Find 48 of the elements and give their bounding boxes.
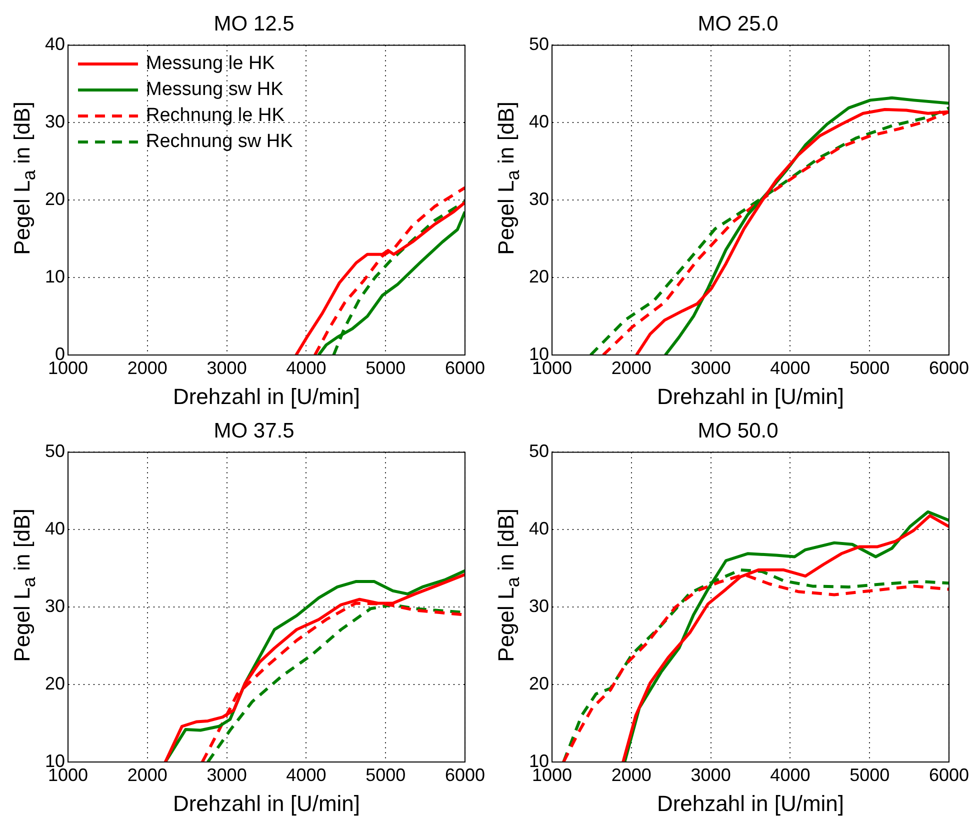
y-tick-label: 50 [44,441,66,462]
legend-label: Messung le HK [146,53,275,76]
chart-title: MO 37.5 [214,419,294,442]
y-tick-label: 50 [528,441,550,462]
x-tick-label: 2000 [611,358,652,378]
x-tick-label: 2000 [127,764,168,785]
x-tick-label: 2000 [127,358,168,378]
x-tick-label: 5000 [366,358,406,378]
x-tick-label: 3000 [206,764,247,785]
y-tick-label: 40 [528,112,550,132]
x-tick-label: 5000 [850,358,890,378]
x-tick-label: 6000 [928,764,969,785]
legend-label: Rechnung le HK [146,105,284,128]
x-tick-label: 6000 [444,358,485,378]
x-axis-title: Drehzahl in [U/min] [172,790,360,816]
x-tick-label: 4000 [286,764,326,785]
x-tick-label: 4000 [770,764,810,785]
y-tick-label: 40 [528,518,550,539]
x-tick-label: 5000 [366,764,406,785]
chart-title: MO 12.5 [214,12,294,36]
x-tick-label: 3000 [206,358,247,378]
y-tick-label: 40 [44,34,66,54]
y-tick-label: 30 [44,596,66,616]
x-tick-label: 4000 [286,358,326,378]
x-axis-title: Drehzahl in [U/min] [656,384,844,409]
x-tick-label: 4000 [770,358,810,378]
y-tick-label: 30 [528,596,550,616]
y-tick-label: 30 [44,112,66,132]
x-tick-label: 6000 [928,358,969,378]
legend-label: Rechnung sw HK [146,131,293,154]
x-tick-label: 3000 [690,764,731,785]
chart-title: MO 25.0 [698,12,778,36]
y-tick-label: 50 [528,34,550,54]
x-axis-title: Drehzahl in [U/min] [172,384,360,409]
x-axis-title: Drehzahl in [U/min] [656,790,844,816]
legend-label: Messung sw HK [146,79,284,102]
y-tick-label: 30 [528,189,550,210]
y-tick-label: 20 [528,266,550,287]
y-tick-label: 20 [528,674,550,694]
y-tick-label: 40 [44,518,66,539]
chart-title: MO 50.0 [698,419,778,442]
y-tick-label: 10 [44,266,66,287]
y-tick-label: 20 [44,674,66,694]
x-tick-label: 6000 [444,764,485,785]
x-tick-label: 5000 [850,764,890,785]
x-tick-label: 2000 [611,764,652,785]
y-tick-label: 20 [44,189,66,210]
x-tick-label: 3000 [690,358,731,378]
